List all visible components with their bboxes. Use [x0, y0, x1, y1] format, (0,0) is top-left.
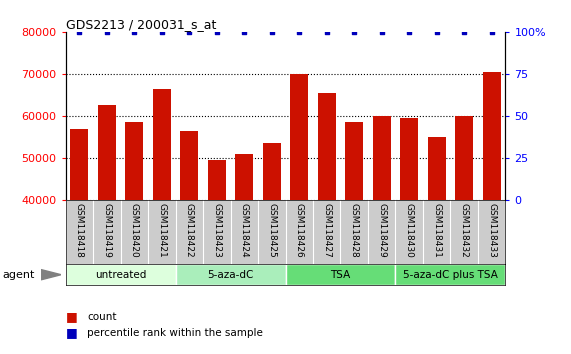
Text: GSM118419: GSM118419: [102, 203, 111, 258]
Text: GSM118433: GSM118433: [487, 203, 496, 258]
Bar: [208, 160, 226, 354]
Point: [130, 29, 139, 35]
Text: GSM118425: GSM118425: [267, 203, 276, 258]
Bar: [180, 131, 198, 354]
Text: ■: ■: [66, 310, 78, 323]
Point: [185, 29, 194, 35]
Text: percentile rank within the sample: percentile rank within the sample: [87, 328, 263, 338]
Bar: [482, 72, 501, 354]
Bar: [176, 264, 286, 285]
Bar: [286, 264, 395, 285]
Point: [102, 29, 111, 35]
Text: ■: ■: [66, 326, 78, 339]
Bar: [66, 264, 176, 285]
Text: GSM118423: GSM118423: [212, 203, 222, 258]
Text: TSA: TSA: [331, 270, 351, 280]
Text: GSM118422: GSM118422: [185, 203, 194, 258]
Bar: [345, 122, 363, 354]
Bar: [153, 88, 171, 354]
Text: GDS2213 / 200031_s_at: GDS2213 / 200031_s_at: [66, 18, 216, 31]
Bar: [318, 93, 336, 354]
Point: [157, 29, 166, 35]
Point: [460, 29, 469, 35]
Text: GSM118426: GSM118426: [295, 203, 304, 258]
Text: GSM118420: GSM118420: [130, 203, 139, 258]
Bar: [455, 116, 473, 354]
Text: GSM118428: GSM118428: [349, 203, 359, 258]
Text: GSM118421: GSM118421: [158, 203, 166, 258]
Bar: [290, 74, 308, 354]
Text: count: count: [87, 312, 117, 322]
Text: GSM118418: GSM118418: [75, 203, 84, 258]
Text: 5-aza-dC: 5-aza-dC: [207, 270, 254, 280]
Bar: [400, 118, 418, 354]
Point: [487, 29, 496, 35]
Bar: [98, 105, 116, 354]
Text: GSM118430: GSM118430: [405, 203, 413, 258]
Text: GSM118431: GSM118431: [432, 203, 441, 258]
Text: GSM118432: GSM118432: [460, 203, 469, 258]
Point: [75, 29, 84, 35]
Bar: [428, 137, 445, 354]
Text: untreated: untreated: [95, 270, 146, 280]
Point: [349, 29, 359, 35]
Point: [295, 29, 304, 35]
Point: [377, 29, 386, 35]
Bar: [263, 143, 281, 354]
Bar: [395, 264, 505, 285]
Bar: [126, 122, 143, 354]
Point: [212, 29, 222, 35]
Text: agent: agent: [3, 270, 35, 280]
Bar: [70, 129, 89, 354]
Text: GSM118424: GSM118424: [240, 203, 249, 258]
Point: [267, 29, 276, 35]
Text: GSM118429: GSM118429: [377, 203, 386, 258]
Point: [322, 29, 331, 35]
Point: [432, 29, 441, 35]
Point: [240, 29, 249, 35]
Text: 5-aza-dC plus TSA: 5-aza-dC plus TSA: [403, 270, 498, 280]
Bar: [235, 154, 253, 354]
Point: [405, 29, 414, 35]
Text: GSM118427: GSM118427: [322, 203, 331, 258]
Bar: [373, 116, 391, 354]
Polygon shape: [41, 270, 61, 280]
